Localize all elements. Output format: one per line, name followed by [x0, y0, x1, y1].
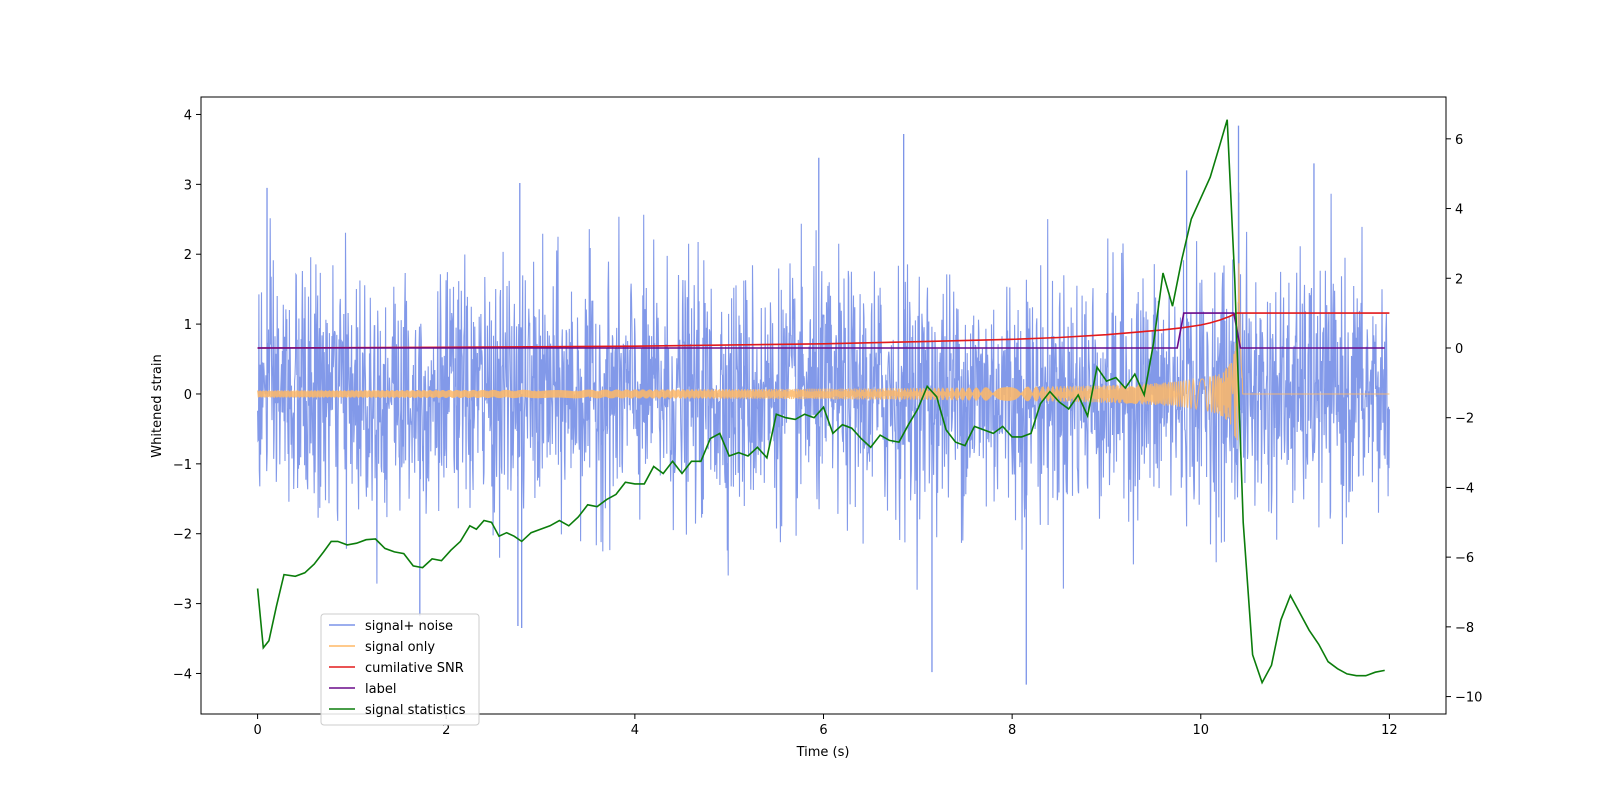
- y2-tick-label: −2: [1455, 412, 1474, 427]
- x-tick-label: 12: [1381, 723, 1398, 738]
- y-tick-label: 4: [184, 108, 192, 123]
- x-axis-ticks: 0 2 4 6 8 10 12: [253, 714, 1398, 738]
- y2-tick-label: 0: [1455, 342, 1463, 357]
- y-tick-label: −4: [173, 667, 192, 682]
- x-tick-label: 8: [1008, 723, 1016, 738]
- y-tick-label: 3: [184, 178, 192, 193]
- series-layer: [256, 119, 1390, 685]
- y-tick-label: −1: [173, 458, 192, 473]
- y2-tick-label: 6: [1455, 133, 1463, 148]
- legend-label: signal only: [365, 640, 435, 655]
- series-signal-statistics: [256, 119, 1385, 685]
- y2-tick-label: −6: [1455, 551, 1474, 566]
- y2-axis-ticks: −10 −8 −6 −4 −2 0 2 4 6: [1446, 133, 1482, 706]
- legend-label: signal statistics: [365, 703, 466, 718]
- y2-tick-label: −10: [1455, 691, 1482, 706]
- series-signal-noise: [257, 192, 1390, 590]
- y-axis-label: Whitened strain: [150, 354, 165, 457]
- y2-tick-label: −4: [1455, 481, 1474, 496]
- x-axis-label: Time (s): [796, 745, 850, 760]
- x-tick-label: 4: [631, 723, 639, 738]
- x-tick-label: 10: [1192, 723, 1209, 738]
- y-tick-label: 0: [184, 388, 192, 403]
- y2-tick-label: 2: [1455, 272, 1463, 287]
- x-tick-label: 2: [442, 723, 450, 738]
- legend-box: [320, 613, 480, 726]
- y2-tick-label: 4: [1455, 203, 1463, 218]
- legend-label: label: [365, 682, 396, 697]
- x-tick-label: 6: [819, 723, 827, 738]
- y2-tick-label: −8: [1455, 621, 1474, 636]
- legend-label: cumilative SNR: [365, 661, 464, 676]
- y-tick-label: 2: [184, 248, 192, 263]
- legend-label: signal+ noise: [365, 619, 453, 634]
- y-tick-label: −3: [173, 598, 192, 613]
- y-axis-ticks: −4 −3 −2 −1 0 1 2 3 4: [173, 108, 201, 682]
- x-tick-label: 0: [253, 723, 261, 738]
- legend: signal+ noise signal only cumilative SNR la…: [320, 613, 480, 726]
- y-tick-label: 1: [184, 318, 192, 333]
- series-label: [257, 312, 1385, 349]
- y-tick-label: −2: [173, 528, 192, 543]
- series-signal-only: [257, 263, 1390, 441]
